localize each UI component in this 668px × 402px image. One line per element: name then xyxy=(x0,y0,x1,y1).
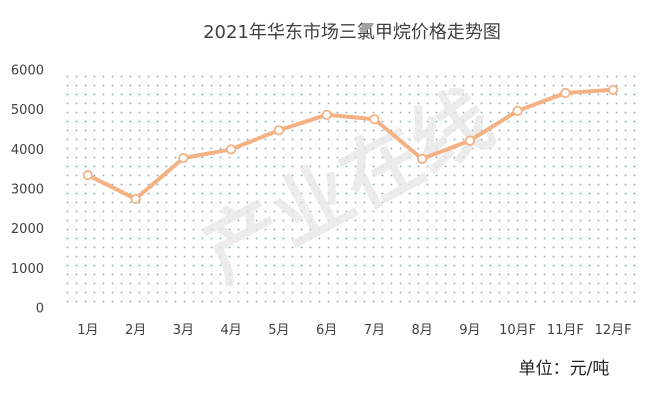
data-point xyxy=(82,170,93,181)
x-axis: 1月 2月 3月 4月 5月 6月 7月 8月 9月 10月F 11月F 12月F xyxy=(77,323,631,338)
x-tick-label: 4月 xyxy=(220,323,241,338)
data-point xyxy=(417,153,428,164)
data-point xyxy=(369,114,380,125)
x-tick-label: 9月 xyxy=(459,323,480,338)
y-tick-label: 0 xyxy=(36,302,44,317)
data-point xyxy=(464,135,475,146)
x-tick-label: 2月 xyxy=(125,323,146,338)
series-layer xyxy=(82,84,619,205)
x-tick-label: 10月F xyxy=(499,323,536,338)
y-tick-label: 1000 xyxy=(11,262,44,277)
x-tick-label: 11月F xyxy=(547,323,584,338)
data-point xyxy=(130,193,141,205)
plot-area xyxy=(64,70,637,308)
chart-title: 2021年华东市场三氯甲烷价格走势图 xyxy=(203,22,501,43)
y-tick-label: 6000 xyxy=(11,64,44,79)
x-tick-label: 8月 xyxy=(411,323,432,338)
x-tick-label: 12月F xyxy=(595,323,632,338)
y-axis: 0 1000 2000 3000 4000 5000 6000 xyxy=(11,64,44,317)
x-tick-label: 7月 xyxy=(364,323,385,338)
data-point xyxy=(321,109,332,120)
x-tick-label: 3月 xyxy=(173,323,194,338)
y-tick-label: 5000 xyxy=(11,103,44,118)
x-tick-label: 1月 xyxy=(77,323,98,338)
y-tick-label: 2000 xyxy=(11,222,44,237)
x-tick-label: 5月 xyxy=(268,323,289,338)
data-point xyxy=(226,144,237,155)
series-line xyxy=(85,87,616,201)
plot-background xyxy=(64,70,637,308)
data-point xyxy=(608,84,619,95)
data-point xyxy=(512,105,523,116)
unit-label: 单位：元/吨 xyxy=(519,359,610,379)
data-point xyxy=(178,152,189,164)
y-tick-label: 3000 xyxy=(11,183,44,198)
data-point xyxy=(560,87,571,99)
y-tick-label: 4000 xyxy=(11,143,44,158)
data-point xyxy=(273,125,284,136)
x-tick-label: 6月 xyxy=(316,323,337,338)
